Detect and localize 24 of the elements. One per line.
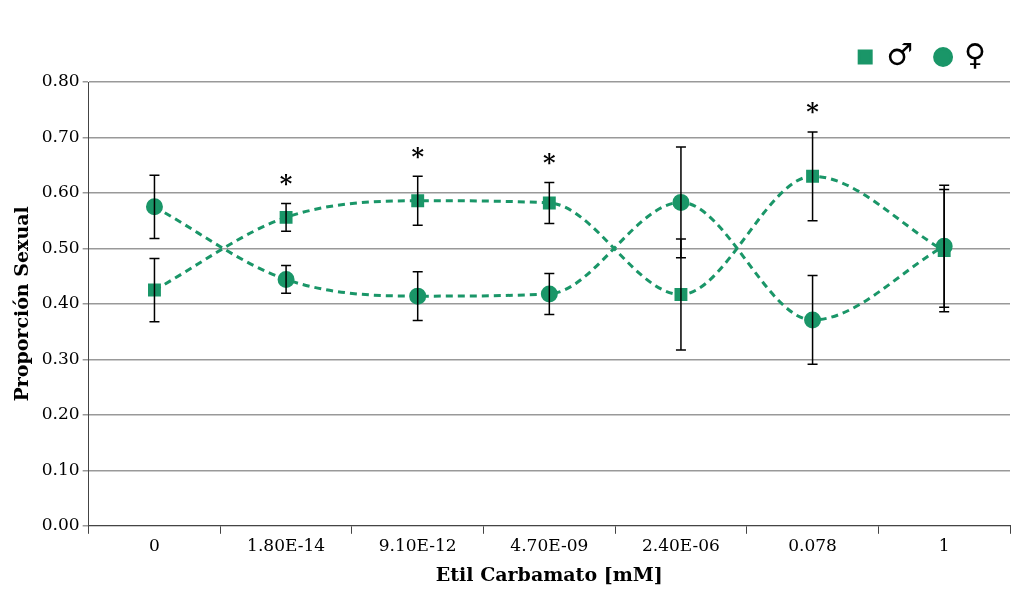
x-tick-label: 9.10E-12: [378, 535, 457, 556]
annotation: *: [411, 141, 425, 171]
legend-label: ♂: [886, 36, 914, 72]
legend-label: ♀: [964, 36, 987, 72]
x-axis-title: Etil Carbamato [mM]: [435, 562, 663, 585]
annotation: *: [543, 147, 557, 177]
y-tick-label: 0.80: [41, 70, 80, 91]
annotation: *: [806, 97, 820, 127]
y-tick-label: 0.20: [41, 403, 80, 424]
y-tick-label: 0.00: [41, 514, 80, 535]
x-tick-label: 4.70E-09: [510, 535, 589, 556]
y-tick-label: 0.40: [41, 292, 80, 313]
y-tick-label: 0.30: [41, 347, 80, 368]
y-axis-title: Proporción Sexual: [10, 206, 33, 402]
x-tick-label: 0: [149, 535, 160, 556]
y-tick-label: 0.70: [41, 125, 80, 146]
x-tick-label: 0.078: [788, 535, 837, 556]
x-tick-label: 2.40E-06: [641, 535, 720, 556]
y-tick-label: 0.60: [41, 181, 80, 202]
y-tick-label: 0.50: [41, 236, 80, 257]
x-tick-label: 1.80E-14: [247, 535, 326, 556]
x-tick-label: 1: [938, 535, 950, 556]
y-tick-label: 0.10: [41, 458, 80, 479]
annotation: *: [279, 168, 293, 198]
